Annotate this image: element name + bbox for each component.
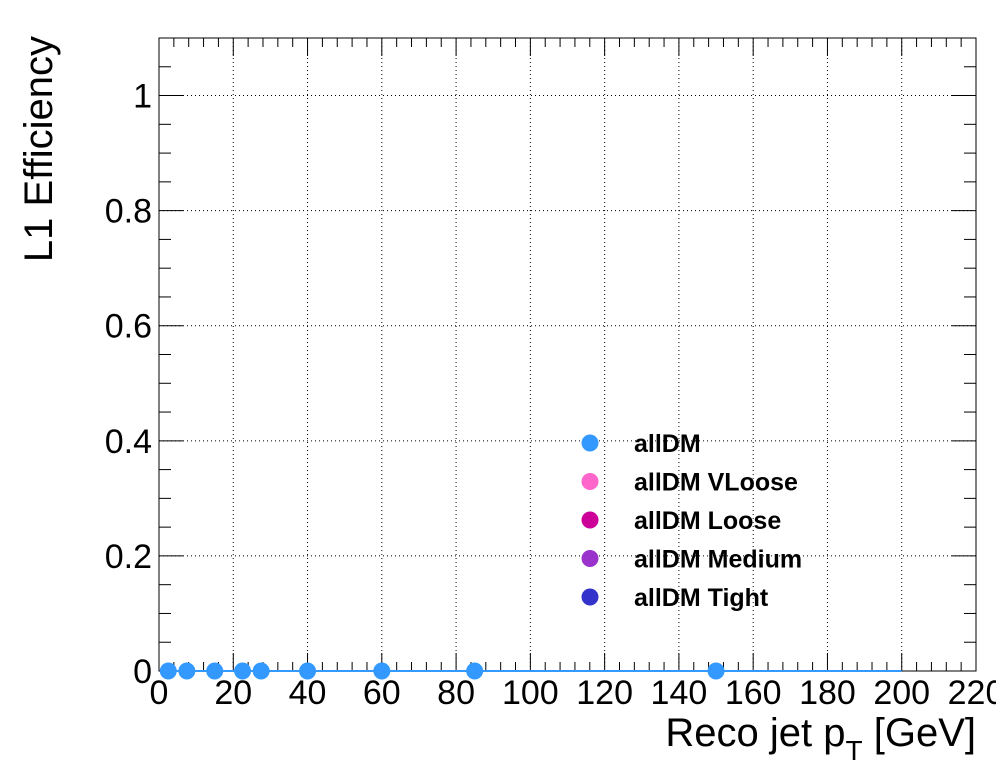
- x-tick-label: 20: [214, 674, 252, 712]
- x-tick-label: 200: [873, 674, 930, 712]
- x-tick-label: 140: [651, 674, 708, 712]
- data-point: [178, 662, 196, 680]
- data-point: [707, 662, 725, 680]
- y-tick-label: 1: [133, 78, 152, 116]
- x-axis-title: Reco jet pT [GeV]: [665, 711, 976, 766]
- y-axis-title: L1 Efficiency: [17, 36, 61, 262]
- x-axis-title-unit: [GeV]: [863, 711, 976, 755]
- x-tick-label: 180: [799, 674, 856, 712]
- y-tick-labels: 0 0.2 0.4 0.6 0.8 1: [105, 78, 152, 691]
- data-point: [466, 662, 484, 680]
- legend-marker: [581, 511, 599, 529]
- data-point: [159, 662, 177, 680]
- x-tick-label: 60: [363, 674, 401, 712]
- x-tick-label: 100: [502, 674, 559, 712]
- plot-frame: [158, 37, 977, 672]
- legend-marker: [581, 473, 599, 490]
- x-axis-title-main: Reco jet p: [665, 711, 845, 755]
- y-tick-label: 0: [133, 653, 152, 691]
- x-axis-title-subscript: T: [846, 735, 863, 766]
- y-tick-label: 0.6: [105, 308, 152, 346]
- data-point: [373, 662, 391, 680]
- legend: allDM allDM VLoose allDM Loose allDM Medium…: [581, 430, 802, 612]
- legend-marker: [581, 434, 599, 452]
- legend-label: allDM: [634, 430, 701, 458]
- x-tick-labels: 0 20 40 60 80 100 120 140 160 180 200 220: [150, 674, 996, 712]
- x-tick-label: 0: [150, 674, 169, 712]
- x-tick-label: 80: [437, 674, 475, 712]
- data-point: [234, 662, 252, 680]
- legend-label: allDM VLoose: [634, 469, 798, 497]
- legend-marker: [581, 550, 599, 567]
- data-point: [299, 662, 317, 680]
- x-tick-label: 40: [289, 674, 327, 712]
- y-tick-label: 0.4: [105, 423, 152, 461]
- x-tick-label: 160: [725, 674, 782, 712]
- axis-ticks: [158, 38, 977, 672]
- grid: [159, 38, 976, 671]
- legend-label: allDM Medium: [634, 546, 802, 574]
- legend-label: allDM Loose: [634, 507, 781, 535]
- x-tick-label: 220: [948, 674, 996, 712]
- y-tick-label: 0.2: [105, 538, 152, 576]
- legend-marker: [581, 588, 599, 606]
- data-point: [206, 662, 224, 680]
- legend-label: allDM Tight: [634, 584, 769, 612]
- data-series: [159, 662, 902, 680]
- data-point: [252, 662, 270, 680]
- y-tick-label: 0.8: [105, 193, 152, 231]
- x-tick-label: 120: [576, 674, 633, 712]
